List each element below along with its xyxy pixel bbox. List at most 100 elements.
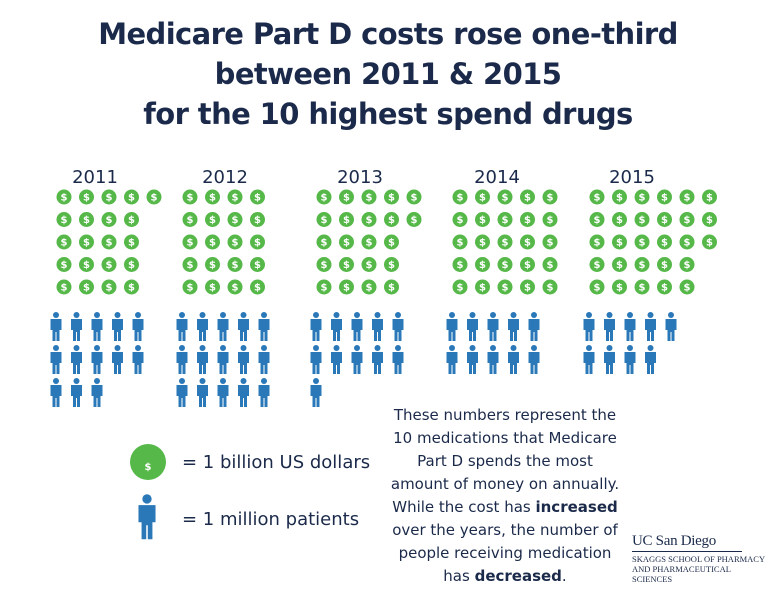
- svg-text:$: $: [232, 237, 239, 248]
- svg-text:$: $: [661, 192, 668, 203]
- dollar-coin-icon: $: [497, 212, 513, 227]
- dollar-coin-icon: $: [79, 189, 94, 205]
- svg-text:$: $: [366, 237, 373, 248]
- person-icon: [331, 312, 342, 341]
- svg-text:$: $: [388, 192, 395, 203]
- svg-text:$: $: [502, 260, 509, 271]
- dollar-coin-icon: $: [56, 279, 72, 295]
- person-icon: [217, 378, 229, 407]
- svg-text:$: $: [254, 260, 261, 271]
- svg-text:$: $: [343, 260, 350, 271]
- svg-text:$: $: [366, 192, 373, 203]
- person-icon: [132, 312, 144, 341]
- person-icon: [217, 345, 229, 374]
- person-icon: [258, 345, 270, 374]
- svg-text:$: $: [684, 215, 691, 226]
- person-icon: [583, 312, 595, 341]
- dollar-coin-icon: $: [79, 257, 94, 272]
- svg-text:$: $: [232, 215, 239, 226]
- year-label-2014: 2014: [474, 167, 520, 188]
- svg-text:$: $: [661, 260, 668, 271]
- dollar-coin-icon: $: [520, 279, 535, 295]
- svg-text:$: $: [83, 237, 90, 248]
- dollar-coin-icon: $: [452, 234, 468, 250]
- dollar-coin-icon: $: [452, 279, 468, 295]
- svg-text:$: $: [524, 260, 531, 271]
- svg-text:$: $: [321, 192, 328, 203]
- logo-sub-text: SKAGGS SCHOOL OF PHARMACY: [632, 554, 766, 564]
- svg-text:$: $: [547, 192, 554, 203]
- svg-text:$: $: [502, 192, 509, 203]
- person-icon: [528, 345, 540, 374]
- svg-text:$: $: [479, 260, 486, 271]
- svg-text:$: $: [616, 192, 623, 203]
- svg-text:$: $: [706, 215, 713, 226]
- dollar-coin-icon: $: [497, 279, 513, 295]
- note-text: has: [443, 567, 475, 585]
- dollar-coin-icon: $: [124, 189, 139, 205]
- person-icon: [372, 312, 383, 341]
- svg-text:$: $: [684, 282, 691, 293]
- svg-text:$: $: [321, 260, 328, 271]
- dollar-coin-icon: $: [250, 212, 265, 227]
- person-icon: [71, 345, 82, 374]
- svg-text:$: $: [187, 282, 194, 293]
- person-icon: [665, 312, 677, 341]
- svg-text:$: $: [547, 282, 554, 293]
- svg-text:$: $: [128, 282, 135, 293]
- person-icon: [132, 345, 144, 374]
- dollar-coin-icon: $: [475, 189, 490, 205]
- note-line: has decreased.: [380, 565, 630, 588]
- dollar-coin-icon: $: [657, 189, 672, 205]
- svg-text:$: $: [232, 282, 239, 293]
- dollar-coin-icon: $: [361, 279, 377, 295]
- svg-text:$: $: [547, 215, 554, 226]
- svg-text:$: $: [343, 237, 350, 248]
- dollar-coin-icon: $: [339, 212, 354, 227]
- svg-text:$: $: [209, 192, 216, 203]
- svg-text:$: $: [388, 282, 395, 293]
- svg-text:$: $: [661, 215, 668, 226]
- svg-text:$: $: [232, 260, 239, 271]
- dollar-coin-icon: $: [205, 234, 220, 250]
- dollar-coin-icon: $: [384, 234, 399, 250]
- note-text: .: [561, 567, 567, 585]
- dollar-coin-icon: $: [542, 257, 558, 272]
- svg-text:$: $: [457, 192, 464, 203]
- dollar-coin-icon: $: [182, 279, 198, 295]
- dollar-coin-icon: $: [205, 279, 220, 295]
- dollar-coin-icon: $: [56, 212, 72, 227]
- year-label-2012: 2012: [202, 167, 248, 188]
- dollar-coin-icon: $: [101, 189, 117, 205]
- logo-divider: [632, 551, 742, 552]
- svg-text:$: $: [254, 237, 261, 248]
- svg-text:$: $: [83, 215, 90, 226]
- dollar-coin-icon: $: [316, 212, 332, 227]
- dollar-coin-icon: $: [101, 234, 117, 250]
- dollar-coin-icon: $: [79, 234, 94, 250]
- person-icon: [528, 312, 540, 341]
- person-icon: [604, 312, 615, 341]
- svg-text:$: $: [128, 192, 135, 203]
- svg-text:$: $: [321, 237, 328, 248]
- svg-text:$: $: [594, 260, 601, 271]
- note-line: While the cost has increased: [380, 496, 630, 519]
- svg-text:$: $: [232, 192, 239, 203]
- svg-text:$: $: [187, 192, 194, 203]
- svg-text:$: $: [616, 282, 623, 293]
- person-icon: [372, 345, 383, 374]
- svg-text:$: $: [366, 282, 373, 293]
- svg-text:$: $: [479, 192, 486, 203]
- svg-text:$: $: [616, 215, 623, 226]
- dollar-coin-icon: $: [542, 212, 558, 227]
- svg-text:$: $: [639, 192, 646, 203]
- dollar-coin-icon: $: [182, 189, 198, 205]
- dollar-coin-icon: $: [475, 279, 490, 295]
- svg-text:$: $: [366, 260, 373, 271]
- person-icon: [112, 345, 123, 374]
- svg-text:$: $: [479, 282, 486, 293]
- person-icon: [197, 378, 208, 407]
- svg-text:$: $: [547, 260, 554, 271]
- dollar-coin-icon: $: [702, 212, 717, 227]
- person-icon: [50, 345, 62, 374]
